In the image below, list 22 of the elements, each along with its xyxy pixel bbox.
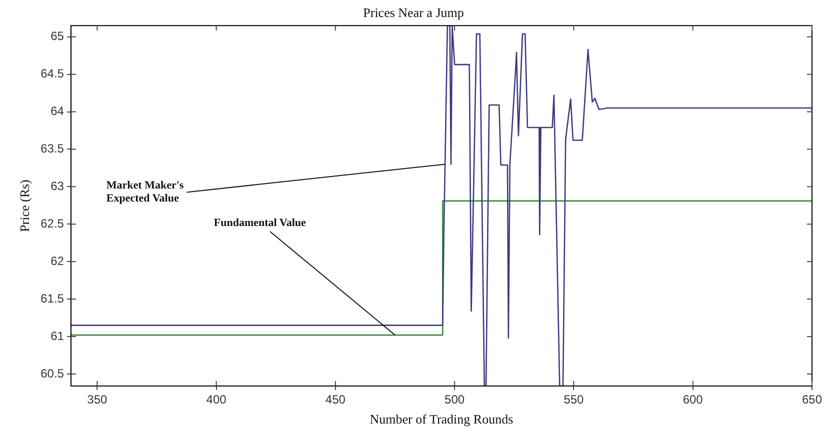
x-tick-label: 500 [444, 392, 465, 407]
y-tick-label: 65 [50, 29, 64, 44]
x-tick-label: 350 [87, 392, 108, 407]
y-tick-label: 62.5 [40, 216, 64, 230]
y-tick-label: 62 [50, 254, 64, 268]
x-tick-label: 650 [802, 392, 822, 407]
x-axis-title: Number of Trading Rounds [370, 412, 514, 427]
y-tick-label: 63.5 [40, 142, 64, 156]
y-tick-label: 60.5 [40, 366, 64, 380]
annotation: Fundamental Value [214, 216, 306, 229]
x-tick-label: 450 [325, 392, 346, 407]
x-tick-label: 550 [564, 392, 584, 407]
y-tick-label: 64 [50, 104, 64, 118]
chart-title: Prices Near a Jump [363, 5, 464, 20]
x-tick-label: 400 [206, 392, 227, 407]
y-tick-label: 64.5 [40, 66, 64, 81]
y-tick-label: 61.5 [40, 291, 64, 306]
y-tick-label: 63 [50, 179, 64, 194]
annotation: Market Maker's Expected Value [106, 180, 184, 205]
y-axis-title: Price (Rs) [17, 180, 32, 232]
y-tick-label: 61 [50, 328, 64, 343]
x-tick-label: 600 [682, 392, 704, 407]
